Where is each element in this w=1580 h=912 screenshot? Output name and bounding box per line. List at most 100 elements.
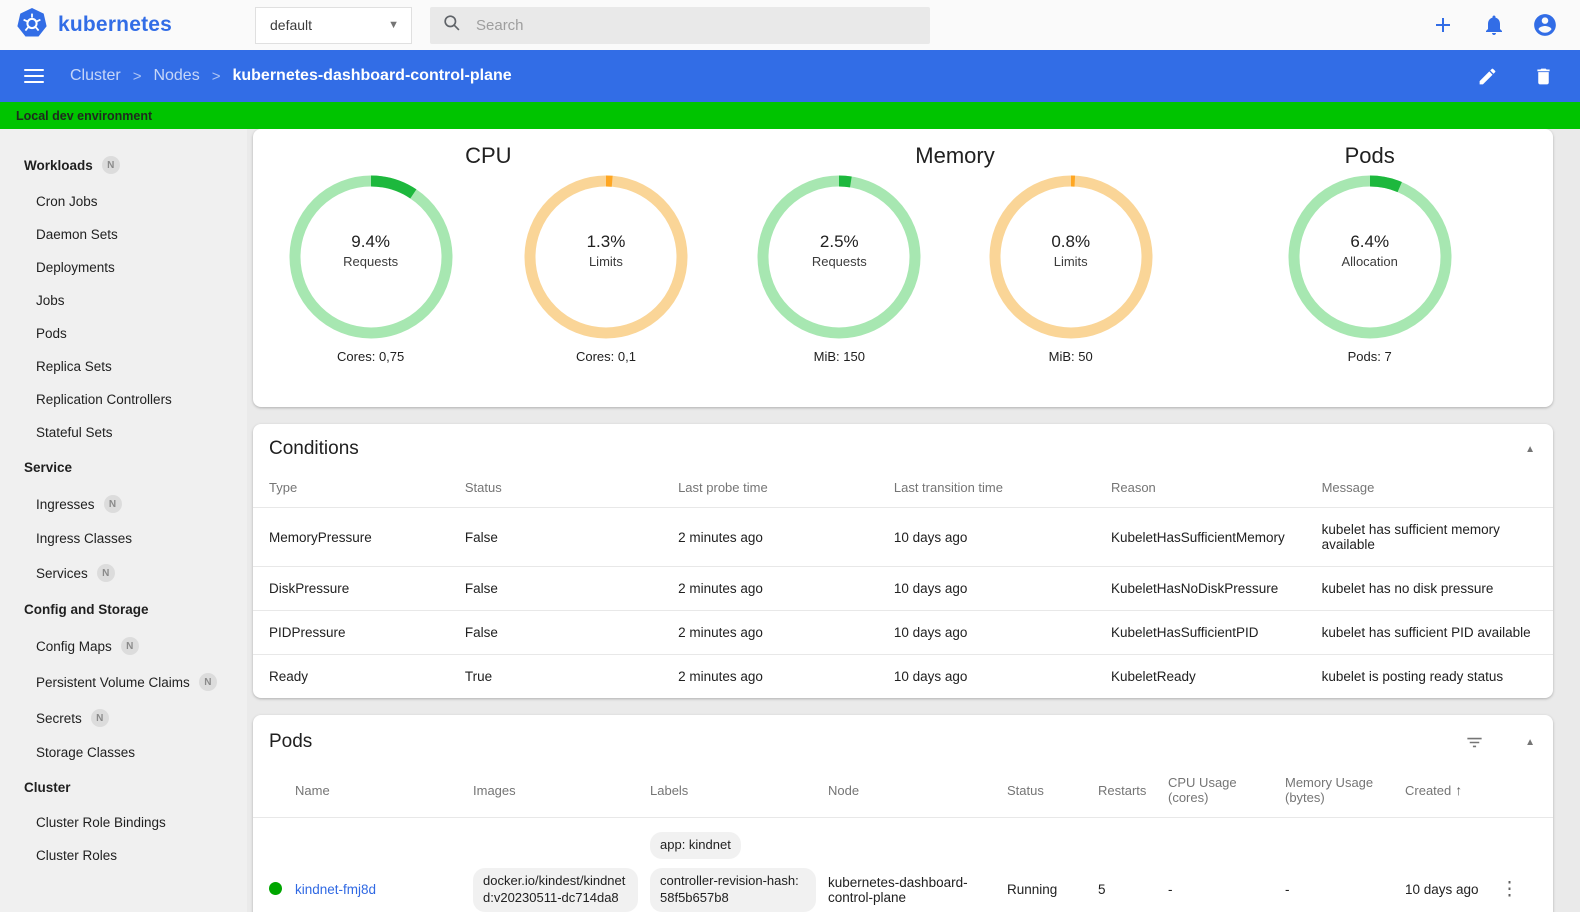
row-actions-menu-icon[interactable]: ⋮ [1500,879,1519,901]
cpu-requests-donut: 9.4% Requests Cores: 0,75 [253,175,488,407]
namespaced-badge: N [96,564,115,582]
memory-section-title: Memory [915,143,995,168]
menu-hamburger-icon[interactable] [24,69,44,83]
pod-cpu-usage: - [1168,816,1285,912]
sidebar-header-service[interactable]: Service [24,460,73,475]
conditions-card: Conditions ▲ Type Status Last probe time… [253,424,1553,698]
notifications-bell-icon[interactable] [1481,12,1507,38]
sidebar-item-jobs[interactable]: Jobs [36,293,65,308]
sidebar-item-deployments[interactable]: Deployments [36,260,115,275]
breadcrumb-cluster[interactable]: Cluster [70,67,121,84]
pod-label-chip: controller-revision-hash: 58f5b657b8 [650,867,816,912]
cpu-limits-donut: 1.3% Limits Cores: 0,1 [488,175,723,407]
condition-row-pid-pressure: PIDPressure False 2 minutes ago 10 days … [253,610,1553,655]
sidebar-item-pods[interactable]: Pods [36,326,67,341]
chevron-right-icon: > [132,67,142,85]
pods-title: Pods [269,731,313,752]
column-header-type: Type [269,480,298,495]
namespace-value: default [270,17,313,33]
sort-ascending-icon: ↑ [1455,782,1463,798]
pods-section-title: Pods [1344,143,1395,168]
pod-created: 10 days ago [1405,816,1500,912]
user-account-icon[interactable] [1532,12,1558,38]
column-header-status: Status [464,480,502,495]
sidebar-item-stateful-sets[interactable]: Stateful Sets [36,425,113,440]
column-header-message: Message [1321,480,1375,495]
search-bar [430,6,930,44]
breadcrumb-nodes[interactable]: Nodes [153,67,200,84]
sidebar-item-services[interactable]: Services N [0,555,247,591]
page-title: kubernetes-dashboard-control-plane [232,67,512,84]
memory-requests-donut: 2.5% Requests MiB: 150 [724,175,955,407]
edit-pencil-icon[interactable] [1474,63,1500,89]
sidebar-item-cluster-roles[interactable]: Cluster Roles [36,848,118,863]
sidebar-item-secrets[interactable]: Secrets N [0,700,247,736]
column-header-created[interactable]: Created ↑ [1405,782,1463,798]
sidebar-nav: Workloads N Cron Jobs Daemon Sets Deploy… [0,129,247,912]
column-header-reason: Reason [1110,480,1156,495]
conditions-table: Type Status Last probe time Last transit… [253,470,1553,698]
condition-row-disk-pressure: DiskPressure False 2 minutes ago 10 days… [253,566,1553,611]
namespaced-badge: N [101,156,120,174]
allocation-card: CPU 9.4% Requests [253,129,1553,407]
memory-limits-donut: 0.8% Limits MiB: 50 [955,175,1186,407]
pods-table: Name Images Labels Node Status Restarts … [253,765,1553,912]
column-header-images: Images [473,782,516,798]
pods-allocation-section: Pods 6.4% Allocation [1186,135,1553,407]
pod-row-kindnet: kindnet-fmj8d docker.io/kindest/kindnetd… [253,816,1553,912]
sidebar-item-daemon-sets[interactable]: Daemon Sets [36,227,118,242]
sidebar-header-workloads[interactable]: Workloads N [0,145,247,185]
sidebar-item-replication-controllers[interactable]: Replication Controllers [36,392,172,407]
collapse-arrow-icon[interactable]: ▲ [1525,736,1535,748]
sidebar-item-replica-sets[interactable]: Replica Sets [36,359,112,374]
sidebar-item-config-maps[interactable]: Config Maps N [0,628,247,664]
sidebar-item-persistent-volume-claims[interactable]: Persistent Volume Claims N [0,664,247,700]
pod-image-chip: docker.io/kindest/kindnetd:v20230511-dc7… [473,867,638,912]
column-header-memory-usage: Memory Usage (bytes) [1285,775,1374,805]
sidebar-item-cluster-role-bindings[interactable]: Cluster Role Bindings [36,815,166,830]
condition-row-ready: Ready True 2 minutes ago 10 days ago Kub… [253,654,1553,698]
chevron-down-icon: ▼ [388,19,399,31]
brand-title: kubernetes [58,13,173,36]
filter-icon[interactable] [1461,729,1487,755]
search-input[interactable] [476,16,918,34]
add-resource-button[interactable] [1430,12,1456,38]
column-header-labels: Labels [650,782,689,798]
collapse-arrow-icon[interactable]: ▲ [1525,443,1535,455]
pod-name-link[interactable]: kindnet-fmj8d [295,882,377,898]
namespaced-badge: N [90,709,109,727]
sidebar-header-config-storage[interactable]: Config and Storage [24,602,149,617]
app-header: kubernetes default ▼ [0,0,1580,50]
pods-card: Pods ▲ Name Images [253,715,1553,912]
namespaced-badge: N [103,495,122,513]
pod-running-status-icon [269,881,282,895]
delete-trash-icon[interactable] [1530,63,1556,89]
sidebar-item-storage-classes[interactable]: Storage Classes [36,745,136,760]
breadcrumb: Cluster > Nodes > kubernetes-dashboard-c… [70,67,512,85]
column-header-node: Node [828,782,860,798]
toolbar-actions [1474,63,1556,89]
namespace-selector[interactable]: default ▼ [255,6,412,44]
top-actions [1430,12,1580,38]
column-header-last-transition-time: Last transition time [893,480,1003,495]
kubernetes-icon [16,7,48,44]
namespaced-badge: N [198,673,217,691]
sidebar-header-cluster[interactable]: Cluster [24,780,71,795]
column-header-name: Name [295,782,330,798]
column-header-last-probe-time: Last probe time [678,480,768,495]
search-icon [442,13,462,38]
column-header-actions [1500,765,1553,818]
pods-allocation-donut: 6.4% Allocation Pods: 7 [1186,175,1553,407]
memory-allocation-section: Memory 2.5% Requests [724,135,1187,407]
sidebar-item-cron-jobs[interactable]: Cron Jobs [36,194,98,209]
sidebar-item-ingress-classes[interactable]: Ingress Classes [36,531,133,546]
column-header-cpu-usage: CPU Usage (cores) [1168,775,1237,805]
environment-banner: Local dev environment [0,102,1580,129]
cpu-section-title: CPU [465,143,512,168]
pod-node: kubernetes-dashboard-control-plane [828,816,1007,912]
main-content: CPU 9.4% Requests [247,129,1580,912]
sidebar-item-ingresses[interactable]: Ingresses N [0,486,247,522]
pod-status: Running [1007,816,1098,912]
kubernetes-logo[interactable]: kubernetes [0,7,247,44]
namespaced-badge: N [120,637,139,655]
